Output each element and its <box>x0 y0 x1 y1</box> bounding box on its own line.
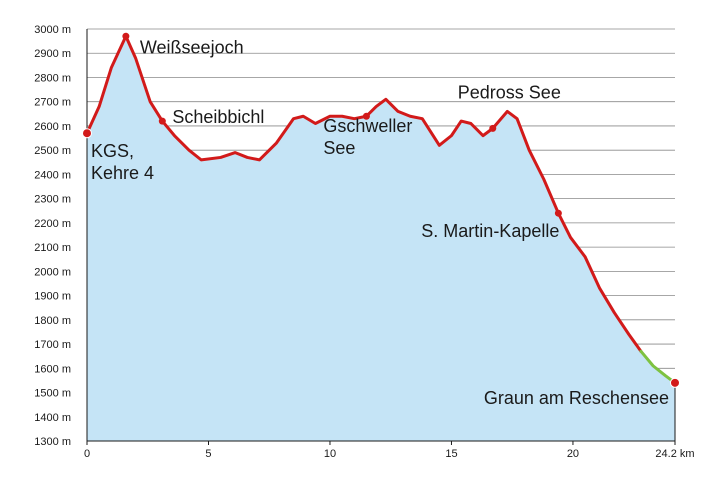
elevation-area <box>87 36 675 441</box>
waypoint-label-5: Pedross See <box>458 82 561 102</box>
y-tick-label-1600: 1600 m <box>34 363 71 375</box>
y-tick-label-2700: 2700 m <box>34 97 71 109</box>
route-segment-1 <box>85 34 643 353</box>
waypoint-marker-2 <box>122 32 130 40</box>
x-tick-label-20: 20 <box>567 448 579 460</box>
x-tick-label-24.2: 24.2 km <box>655 448 694 460</box>
waypoint-label-3: Scheibbichl <box>172 107 264 127</box>
axes <box>86 29 676 445</box>
x-tick-label-10: 10 <box>324 448 336 460</box>
waypoint-marker-4 <box>362 112 370 120</box>
y-tick-label-3000: 3000 m <box>34 24 71 36</box>
waypoint-label-2: Weißseejoch <box>140 37 244 57</box>
x-tick-label-5: 5 <box>205 448 211 460</box>
waypoint-marker-6 <box>554 209 562 217</box>
y-tick-label-2100: 2100 m <box>34 242 71 254</box>
y-tick-label-2500: 2500 m <box>34 145 71 157</box>
x-tick-label-0: 0 <box>84 448 90 460</box>
waypoint-markers <box>82 32 680 388</box>
y-tick-label-2900: 2900 m <box>34 48 71 60</box>
waypoint-label-7: Graun am Reschensee <box>484 388 669 408</box>
y-tick-label-1400: 1400 m <box>34 412 71 424</box>
y-tick-label-1300: 1300 m <box>34 436 71 448</box>
y-tick-label-1500: 1500 m <box>34 388 71 400</box>
y-tick-label-2000: 2000 m <box>34 266 71 278</box>
y-tick-label-2800: 2800 m <box>34 72 71 84</box>
elevation-area-fill <box>87 36 675 441</box>
waypoint-marker-3 <box>158 117 166 125</box>
y-tick-label-2200: 2200 m <box>34 218 71 230</box>
waypoint-marker-5 <box>489 124 497 132</box>
waypoint-label-1: KGS, Kehre 4 <box>91 141 154 183</box>
elevation-lines <box>85 34 677 385</box>
waypoint-labels: KGS, Kehre 4 Weißseejoch Scheibbichl Gschwel… <box>91 37 669 408</box>
waypoint-label-4: Gschweller See <box>323 116 412 158</box>
x-tick-label-15: 15 <box>445 448 457 460</box>
y-tick-label-2400: 2400 m <box>34 169 71 181</box>
route-segment-2 <box>639 349 677 385</box>
y-tick-label-2300: 2300 m <box>34 194 71 206</box>
y-tick-labels: 1300 m 1400 m 1500 m 1600 m 1700 m 1800 m 1900… <box>34 24 71 448</box>
y-tick-label-1700: 1700 m <box>34 339 71 351</box>
waypoint-label-6: S. Martin-Kapelle <box>421 221 559 241</box>
y-tick-label-1900: 1900 m <box>34 291 71 303</box>
y-tick-label-2600: 2600 m <box>34 121 71 133</box>
y-tick-label-1800: 1800 m <box>34 315 71 327</box>
x-tick-labels: 0 5 10 15 20 24.2 km <box>84 448 695 460</box>
waypoint-marker-7 <box>670 377 680 388</box>
waypoint-marker-1 <box>82 128 92 139</box>
